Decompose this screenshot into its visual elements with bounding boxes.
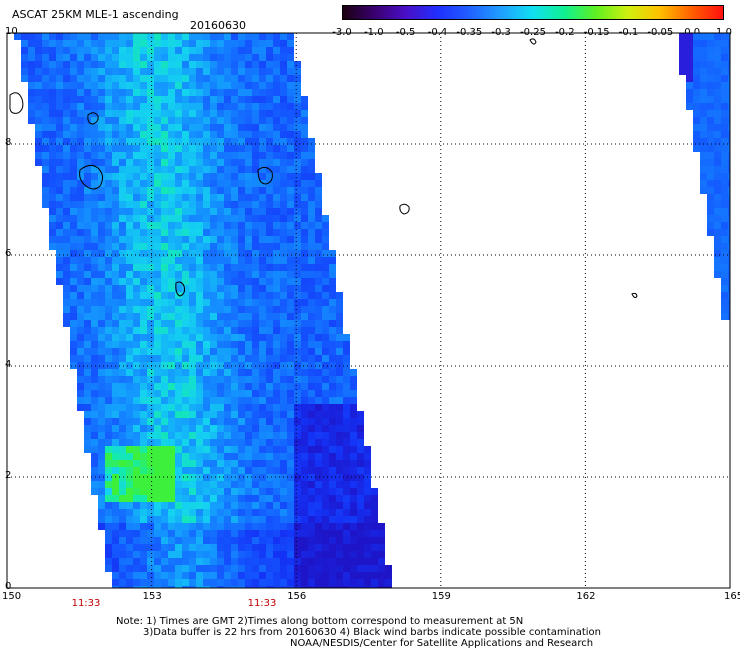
lon-label: 150 (2, 591, 22, 602)
lat-label: 2 (5, 470, 12, 481)
lon-label: 156 (287, 591, 307, 602)
map-date: 20160630 (190, 19, 246, 32)
island-outline (399, 203, 410, 215)
island-outline (529, 38, 537, 45)
time-label-2: 11:33 (247, 598, 277, 609)
island-outline (9, 92, 24, 114)
plot-frame (6, 32, 731, 589)
time-label-1: 11:33 (71, 598, 101, 609)
island-outline (79, 164, 104, 190)
lon-label: 162 (576, 591, 596, 602)
island-outline (631, 292, 638, 299)
lat-label: 0 (5, 581, 12, 592)
note-line-3: NOAA/NESDIS/Center for Satellite Applica… (290, 638, 594, 649)
colorbar (342, 5, 724, 20)
lon-label: 153 (142, 591, 162, 602)
note-line-1: Note: 1) Times are GMT 2)Times along bot… (116, 616, 524, 627)
grid-lines (7, 33, 730, 588)
lon-label: 165 (724, 591, 740, 602)
map-title: ASCAT 25KM MLE-1 ascending (12, 8, 179, 21)
lat-label: 8 (5, 137, 12, 148)
lon-label: 159 (431, 591, 451, 602)
lat-label: 10 (5, 26, 18, 37)
swath-layer (14, 33, 730, 588)
lat-label: 4 (5, 359, 12, 370)
island-outline (87, 112, 99, 125)
note-line-2: 3)Data buffer is 22 hrs from 20160630 4)… (143, 627, 601, 638)
coastlines (9, 38, 638, 299)
lat-label: 6 (5, 248, 12, 259)
island-outline (257, 166, 273, 185)
island-outline (175, 281, 185, 297)
